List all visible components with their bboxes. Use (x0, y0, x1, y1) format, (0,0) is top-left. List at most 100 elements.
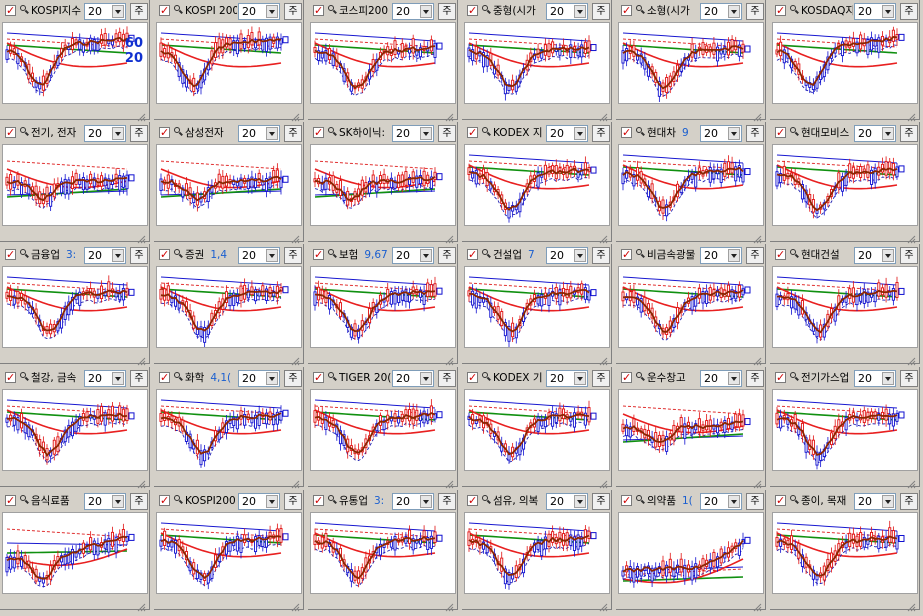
chevron-down-icon[interactable] (882, 249, 894, 262)
period-unit-button[interactable]: 주 (284, 493, 302, 510)
search-icon[interactable] (482, 249, 491, 258)
chevron-down-icon[interactable] (420, 127, 432, 140)
search-icon[interactable] (174, 495, 183, 504)
select-checkbox[interactable]: ✓ (159, 4, 170, 17)
search-icon[interactable] (20, 249, 29, 258)
item-name[interactable]: 증권 1,4 (185, 248, 237, 262)
candlestick-chart[interactable] (2, 389, 148, 471)
period-unit-button[interactable]: 주 (284, 125, 302, 142)
search-icon[interactable] (790, 372, 799, 381)
period-select[interactable]: 20 (84, 125, 126, 142)
select-checkbox[interactable]: ✓ (621, 126, 632, 139)
period-select[interactable]: 20 (84, 493, 126, 510)
resize-grip-icon[interactable] (445, 597, 454, 612)
search-icon[interactable] (790, 5, 799, 14)
period-unit-button[interactable]: 주 (900, 370, 918, 387)
select-checkbox[interactable]: ✓ (775, 371, 786, 384)
search-icon[interactable] (174, 249, 183, 258)
chevron-down-icon[interactable] (266, 495, 278, 508)
resize-grip-icon[interactable] (907, 351, 916, 366)
resize-grip-icon[interactable] (137, 351, 146, 366)
item-name[interactable]: KOSPI200 (185, 494, 237, 508)
period-unit-button[interactable]: 주 (592, 247, 610, 264)
search-icon[interactable] (328, 495, 337, 504)
search-icon[interactable] (328, 372, 337, 381)
resize-grip-icon[interactable] (753, 597, 762, 612)
chevron-down-icon[interactable] (728, 5, 740, 18)
resize-grip-icon[interactable] (445, 229, 454, 244)
period-unit-button[interactable]: 주 (438, 3, 456, 20)
period-unit-button[interactable]: 주 (900, 3, 918, 20)
candlestick-chart[interactable] (618, 389, 764, 471)
item-name[interactable]: 소형(시가 (647, 4, 699, 18)
search-icon[interactable] (482, 372, 491, 381)
item-name[interactable]: 현대모비스 (801, 126, 853, 140)
select-checkbox[interactable]: ✓ (313, 371, 324, 384)
chevron-down-icon[interactable] (728, 249, 740, 262)
select-checkbox[interactable]: ✓ (313, 126, 324, 139)
period-unit-button[interactable]: 주 (592, 493, 610, 510)
period-select[interactable]: 20 (238, 493, 280, 510)
candlestick-chart[interactable] (310, 22, 456, 104)
chevron-down-icon[interactable] (266, 5, 278, 18)
item-name[interactable]: KODEX 지 (493, 126, 545, 140)
search-icon[interactable] (790, 127, 799, 136)
select-checkbox[interactable]: ✓ (5, 494, 16, 507)
select-checkbox[interactable]: ✓ (159, 494, 170, 507)
chevron-down-icon[interactable] (728, 127, 740, 140)
resize-grip-icon[interactable] (137, 229, 146, 244)
chevron-down-icon[interactable] (112, 249, 124, 262)
select-checkbox[interactable]: ✓ (313, 4, 324, 17)
search-icon[interactable] (636, 5, 645, 14)
search-icon[interactable] (20, 372, 29, 381)
resize-grip-icon[interactable] (599, 229, 608, 244)
candlestick-chart[interactable] (310, 389, 456, 471)
select-checkbox[interactable]: ✓ (467, 371, 478, 384)
search-icon[interactable] (328, 127, 337, 136)
resize-grip-icon[interactable] (291, 229, 300, 244)
select-checkbox[interactable]: ✓ (467, 494, 478, 507)
item-name[interactable]: 비금속광물 (647, 248, 699, 262)
candlestick-chart[interactable] (772, 512, 918, 594)
item-name[interactable]: 코스피200 (339, 4, 391, 18)
select-checkbox[interactable]: ✓ (775, 248, 786, 261)
search-icon[interactable] (328, 5, 337, 14)
resize-grip-icon[interactable] (599, 107, 608, 122)
period-unit-button[interactable]: 주 (592, 370, 610, 387)
chevron-down-icon[interactable] (112, 127, 124, 140)
chevron-down-icon[interactable] (574, 249, 586, 262)
resize-grip-icon[interactable] (753, 107, 762, 122)
resize-grip-icon[interactable] (599, 474, 608, 489)
chevron-down-icon[interactable] (266, 127, 278, 140)
period-unit-button[interactable]: 주 (130, 370, 148, 387)
select-checkbox[interactable]: ✓ (621, 248, 632, 261)
select-checkbox[interactable]: ✓ (313, 494, 324, 507)
select-checkbox[interactable]: ✓ (159, 371, 170, 384)
resize-grip-icon[interactable] (137, 107, 146, 122)
chevron-down-icon[interactable] (728, 495, 740, 508)
chevron-down-icon[interactable] (882, 372, 894, 385)
candlestick-chart[interactable] (464, 389, 610, 471)
period-unit-button[interactable]: 주 (130, 493, 148, 510)
resize-grip-icon[interactable] (291, 474, 300, 489)
period-unit-button[interactable]: 주 (438, 493, 456, 510)
resize-grip-icon[interactable] (445, 474, 454, 489)
period-unit-button[interactable]: 주 (438, 370, 456, 387)
select-checkbox[interactable]: ✓ (5, 371, 16, 384)
resize-grip-icon[interactable] (907, 107, 916, 122)
candlestick-chart[interactable] (156, 512, 302, 594)
item-name[interactable]: 현대차 9 (647, 126, 699, 140)
candlestick-chart[interactable] (156, 266, 302, 348)
period-unit-button[interactable]: 주 (592, 3, 610, 20)
item-name[interactable]: 중형(시가 (493, 4, 545, 18)
search-icon[interactable] (636, 127, 645, 136)
resize-grip-icon[interactable] (907, 229, 916, 244)
period-select[interactable]: 20 (854, 3, 896, 20)
candlestick-chart[interactable] (464, 144, 610, 226)
resize-grip-icon[interactable] (137, 474, 146, 489)
period-select[interactable]: 20 (84, 247, 126, 264)
search-icon[interactable] (636, 372, 645, 381)
period-select[interactable]: 20 (546, 370, 588, 387)
candlestick-chart[interactable]: 60 20 (2, 22, 148, 104)
select-checkbox[interactable]: ✓ (467, 4, 478, 17)
